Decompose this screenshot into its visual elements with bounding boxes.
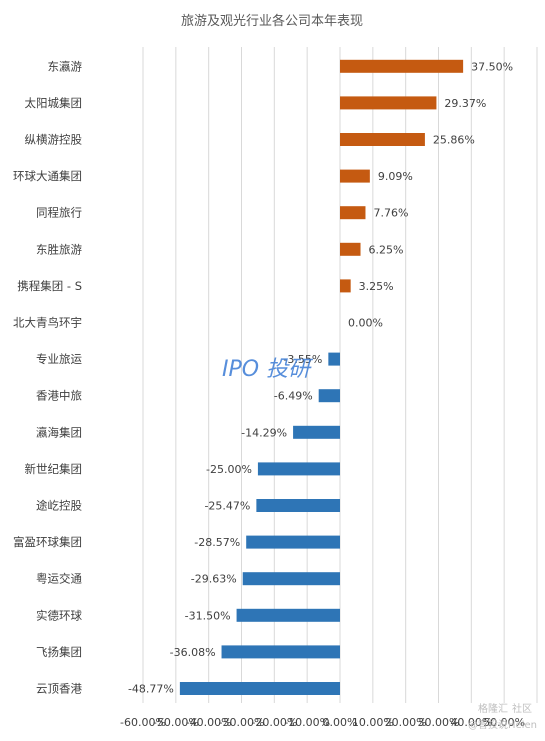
value-label: -31.50% [185, 609, 231, 622]
watermark-center: IPO 投研 [222, 357, 314, 382]
bar [318, 389, 340, 403]
gridlines [142, 47, 538, 703]
bar [256, 499, 340, 512]
value-label: -25.47% [204, 500, 250, 513]
category-label: 纵横游控股 [25, 133, 83, 147]
x-tick-label: 20.00% [385, 716, 427, 729]
watermark-corner-site: 社区 [512, 702, 532, 715]
category-label: 途屹控股 [36, 499, 82, 513]
bar [340, 96, 437, 110]
value-label: -14.29% [241, 426, 287, 439]
x-tick-label: 30.00% [418, 716, 460, 729]
bar [340, 279, 351, 293]
value-label: -28.57% [194, 536, 240, 549]
bar [328, 352, 340, 366]
category-label: 云顶香港 [36, 682, 82, 696]
category-label: 富盈环球集团 [13, 535, 82, 549]
category-label: 瀛海集团 [36, 425, 82, 439]
bar [340, 206, 366, 220]
x-tick-label: -60.00% [120, 716, 166, 729]
category-label: 飞扬集团 [36, 645, 82, 659]
x-tick-label: 10.00% [352, 716, 394, 729]
x-tick-label: -10.00% [284, 716, 330, 729]
bar [340, 242, 361, 256]
category-label: 实德环球 [36, 608, 82, 622]
bar [242, 572, 340, 586]
category-label: 专业旅运 [36, 352, 82, 366]
bar [236, 608, 340, 622]
x-tick-label: 0.00% [323, 716, 358, 729]
value-label: 9.09% [378, 170, 413, 183]
value-label: -3.55% [283, 353, 322, 366]
x-tick-label: 40.00% [450, 716, 492, 729]
category-label: 粤运交通 [36, 572, 82, 586]
value-label: -25.00% [206, 463, 252, 476]
value-label: 0.00% [348, 317, 383, 330]
bar [340, 169, 370, 183]
bar [340, 133, 425, 146]
value-label: 25.86% [433, 134, 475, 147]
bar [340, 59, 464, 73]
value-label: 7.76% [373, 207, 408, 220]
x-tick-label: -40.00% [186, 716, 232, 729]
category-label: 同程旅行 [36, 206, 82, 220]
category-label: 环球大通集团 [13, 169, 82, 183]
value-labels: 37.50% 29.37% 25.86% 9.09% 7.76% 6.25% 3.25% 0.… [128, 60, 513, 695]
watermark: IPO 投研 格隆汇 社区 @智投说Helen [222, 357, 537, 731]
x-tick-label: 50.00% [483, 716, 525, 729]
category-label: 东胜旅游 [36, 242, 82, 256]
category-label: 香港中旅 [36, 389, 82, 403]
chart-title: 旅游及观光行业各公司本年表现 [181, 13, 363, 29]
value-label: 29.37% [444, 97, 486, 110]
category-label: 东瀛游 [48, 59, 83, 73]
watermark-corner-brand: 格隆汇 [478, 702, 508, 715]
category-label: 新世纪集团 [25, 462, 83, 476]
category-label: 太阳城集团 [25, 96, 83, 110]
x-tick-label: -20.00% [251, 716, 297, 729]
value-label: 3.25% [359, 280, 394, 293]
bar [246, 535, 340, 549]
x-axis-ticks: -60.00%-50.00%-40.00%-30.00%-20.00%-10.0… [120, 716, 525, 729]
bar [293, 425, 340, 439]
category-label: 携程集团 - S [17, 279, 82, 293]
bar [179, 682, 340, 695]
value-label: 37.50% [471, 60, 513, 73]
value-label: -6.49% [274, 390, 313, 403]
bars [179, 59, 464, 695]
bar [221, 645, 340, 659]
category-label: 北大青鸟环宇 [13, 316, 82, 330]
value-label: -48.77% [128, 683, 174, 696]
x-tick-label: -50.00% [153, 716, 199, 729]
watermark-corner-author: @智投说Helen [468, 718, 537, 731]
value-label: -36.08% [170, 646, 216, 659]
bar [257, 462, 340, 476]
value-label: 6.25% [369, 243, 404, 256]
x-tick-label: -30.00% [219, 716, 265, 729]
value-label: -29.63% [191, 573, 237, 586]
